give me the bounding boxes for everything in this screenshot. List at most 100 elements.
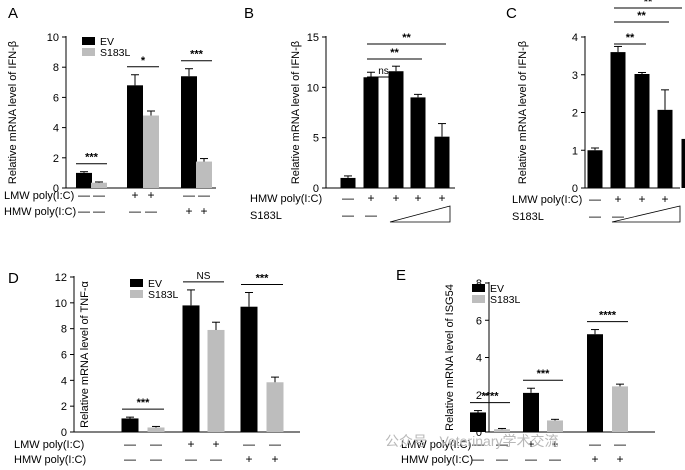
condition-sign: + bbox=[638, 192, 645, 206]
dose-gradient-triangle bbox=[611, 205, 681, 223]
bar-s183l bbox=[147, 427, 165, 432]
legend-label-s183l: S183L bbox=[100, 47, 131, 59]
bar-s183l bbox=[143, 115, 159, 188]
bar bbox=[681, 138, 685, 188]
condition-label: LMW poly(I:C) bbox=[4, 190, 74, 202]
bar bbox=[587, 150, 603, 188]
condition-sign: — bbox=[150, 437, 162, 451]
legend-label-ev: EV bbox=[100, 36, 114, 48]
condition-sign: + bbox=[187, 437, 194, 451]
significance-label: *** bbox=[137, 397, 151, 409]
condition-sign: + bbox=[527, 437, 534, 451]
condition-sign: — bbox=[93, 188, 105, 202]
bar-s183l bbox=[266, 382, 284, 432]
condition-sign: — bbox=[129, 204, 141, 218]
y-tick-label: 0 bbox=[572, 183, 578, 195]
condition-sign: — bbox=[589, 192, 601, 206]
bar-ev bbox=[470, 412, 486, 432]
y-tick-label: 0 bbox=[313, 183, 319, 195]
bar-s183l bbox=[494, 429, 510, 432]
bar-ev bbox=[127, 85, 143, 188]
bar bbox=[657, 109, 673, 188]
condition-sign: — bbox=[589, 437, 601, 451]
significance-label: *** bbox=[85, 152, 99, 164]
legend-swatch-ev bbox=[82, 37, 95, 45]
condition-sign: + bbox=[185, 204, 192, 218]
y-axis-label: Relative mRNA level of IFN-β bbox=[517, 41, 529, 184]
condition-label: LMW poly(I:C) bbox=[401, 439, 471, 451]
legend-label-ev: EV bbox=[148, 278, 162, 290]
y-tick-label: 0 bbox=[476, 427, 482, 439]
bar bbox=[410, 97, 426, 188]
y-tick-label: 8 bbox=[61, 324, 67, 336]
condition-sign: + bbox=[131, 188, 138, 202]
panel-a-label: A bbox=[8, 5, 18, 22]
panel-b-label: B bbox=[244, 5, 254, 22]
significance-label: *** bbox=[256, 273, 270, 285]
condition-label: HMW poly(I:C) bbox=[401, 454, 473, 466]
y-tick-label: 6 bbox=[476, 315, 482, 327]
y-tick-label: 10 bbox=[307, 82, 319, 94]
bar-s183l bbox=[207, 329, 225, 432]
bar bbox=[340, 177, 356, 188]
condition-sign: + bbox=[147, 188, 154, 202]
y-axis-label: Relative mRNA level of IFN-β bbox=[7, 41, 19, 184]
panel-e-label: E bbox=[396, 267, 406, 284]
condition-sign: + bbox=[661, 192, 668, 206]
significance-label: **** bbox=[481, 391, 499, 403]
condition-sign: + bbox=[200, 204, 207, 218]
significance-label: ** bbox=[390, 47, 399, 59]
condition-sign: — bbox=[210, 452, 222, 466]
significance-label: ** bbox=[402, 32, 411, 44]
condition-sign: — bbox=[185, 452, 197, 466]
condition-label: S183L bbox=[250, 210, 282, 222]
panel-c-label: C bbox=[506, 5, 517, 22]
bar-ev bbox=[121, 418, 139, 432]
condition-sign: + bbox=[271, 452, 278, 466]
y-tick-label: 0 bbox=[61, 427, 67, 439]
significance-label: *** bbox=[190, 49, 204, 61]
bar bbox=[634, 73, 650, 188]
watermark-text: 公众号 · Veterinary学术交流 bbox=[385, 433, 558, 449]
condition-sign: — bbox=[549, 452, 561, 466]
condition-sign: + bbox=[438, 191, 445, 205]
dose-gradient-triangle bbox=[389, 205, 451, 223]
condition-sign: — bbox=[496, 437, 508, 451]
bar-s183l bbox=[547, 420, 563, 432]
y-tick-label: 10 bbox=[55, 298, 67, 310]
condition-sign: — bbox=[78, 204, 90, 218]
y-tick-label: 4 bbox=[476, 353, 482, 365]
y-tick-label: 5 bbox=[313, 133, 319, 145]
condition-sign: + bbox=[551, 437, 558, 451]
condition-sign: — bbox=[124, 452, 136, 466]
bar-s183l bbox=[612, 386, 628, 432]
bar bbox=[363, 77, 379, 188]
bar-ev bbox=[587, 334, 603, 432]
legend-label-s183l: S183L bbox=[490, 294, 521, 306]
condition-sign: + bbox=[614, 192, 621, 206]
condition-label: LMW poly(I:C) bbox=[14, 439, 84, 451]
condition-sign: — bbox=[93, 204, 105, 218]
bar-ev bbox=[76, 172, 92, 188]
significance-label: * bbox=[141, 55, 146, 67]
significance-label: ** bbox=[626, 32, 635, 44]
significance-label: **** bbox=[599, 310, 617, 322]
condition-label: S183L bbox=[512, 211, 544, 223]
condition-sign: — bbox=[342, 191, 354, 205]
y-tick-label: 2 bbox=[61, 401, 67, 413]
condition-label: HMW poly(I:C) bbox=[4, 206, 76, 218]
condition-sign: + bbox=[392, 191, 399, 205]
bar-ev bbox=[523, 392, 539, 432]
condition-sign: + bbox=[245, 452, 252, 466]
legend-swatch-ev bbox=[130, 279, 143, 287]
condition-sign: — bbox=[472, 437, 484, 451]
significance-label: *** bbox=[537, 368, 551, 380]
condition-sign: + bbox=[414, 191, 421, 205]
y-tick-label: 0 bbox=[53, 183, 59, 195]
y-tick-label: 2 bbox=[53, 153, 59, 165]
bar-s183l bbox=[91, 182, 107, 188]
bar-s183l bbox=[196, 161, 212, 188]
legend-swatch-s183l bbox=[130, 290, 143, 298]
condition-sign: — bbox=[472, 452, 484, 466]
y-tick-label: 4 bbox=[61, 375, 67, 387]
